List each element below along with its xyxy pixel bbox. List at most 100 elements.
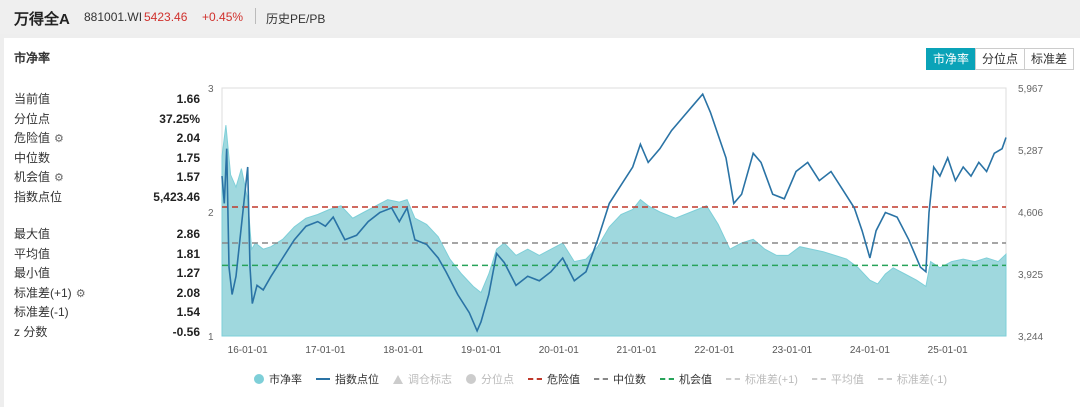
stat-row-opportunity: 机会值 ⚙ 1.57 <box>14 168 200 188</box>
gear-icon[interactable]: ⚙ <box>75 287 86 300</box>
index-price: 5423.46 <box>144 10 188 24</box>
stat-label: 平均值 <box>14 246 51 261</box>
top-bar: 万得全A 881001.WI 5423.46 +0.45% 历史PE/PB <box>0 0 1080 34</box>
stat-row-max: 最大值 2.86 <box>14 225 200 245</box>
series-area-pb <box>221 125 1007 337</box>
x-tick-label: 24-01-01 <box>850 345 890 356</box>
index-change: +0.45% <box>202 10 244 24</box>
legend-item[interactable]: 机会值 <box>660 371 712 387</box>
legend-dash-icon <box>528 378 542 380</box>
y-left-tick-label: 1 <box>208 332 214 343</box>
legend-item[interactable]: 危险值 <box>528 371 580 387</box>
stat-row-std-plus: 标准差(+1) ⚙ 2.08 <box>14 284 200 304</box>
legend-label: 指数点位 <box>335 374 379 386</box>
legend-item[interactable]: 中位数 <box>594 371 646 387</box>
stat-value: -0.56 <box>172 324 200 339</box>
legend-item[interactable]: 分位点 <box>466 371 514 387</box>
stat-value: 2.04 <box>176 131 200 145</box>
stat-value: 37.25% <box>159 111 200 126</box>
legend-label: 调仓标志 <box>408 374 452 386</box>
stat-value: 1.27 <box>176 266 200 280</box>
x-tick-label: 19-01-01 <box>461 345 501 356</box>
stat-value: 1.57 <box>176 170 200 184</box>
legend-item[interactable]: 指数点位 <box>316 371 379 387</box>
stat-value: 1.54 <box>176 305 200 319</box>
legend-label: 危险值 <box>547 374 580 386</box>
x-tick-label: 23-01-01 <box>772 345 812 356</box>
legend-line-icon <box>316 378 330 380</box>
stat-label: 标准差(+1) ⚙ <box>14 284 86 305</box>
chart-legend: 市净率 指数点位 调仓标志 分位点 危险值 中位数 机会值 标准差(+1) 平均值 标准差(-1) <box>254 371 961 387</box>
stat-label: 标准差(-1) <box>14 305 69 319</box>
legend-dash-icon <box>726 378 740 380</box>
stat-row-zscore: z 分数 -0.56 <box>14 323 200 343</box>
stat-value: 2.86 <box>176 227 200 241</box>
y-right-tick-label: 4,606 <box>1018 208 1043 219</box>
x-tick-label: 25-01-01 <box>928 345 968 356</box>
tab-stddev[interactable]: 标准差 <box>1023 48 1074 70</box>
stat-label: 最小值 <box>14 266 51 280</box>
stat-label-text: 危险值 <box>14 131 51 145</box>
stat-row-current: 当前值 1.66 <box>14 90 200 110</box>
stat-label: 当前值 <box>14 92 51 106</box>
pb-chart[interactable]: 1 2 3 3,244 3,925 4,606 5,287 5,967 16-01-01 17-0… <box>4 38 1080 407</box>
gear-icon[interactable]: ⚙ <box>54 133 64 145</box>
stat-label-text: 标准差(+1) <box>14 285 72 300</box>
tab-percentile[interactable]: 分位点 <box>974 48 1025 70</box>
legend-label: 市净率 <box>269 374 302 386</box>
legend-label: 中位数 <box>613 374 646 386</box>
stat-value: 1.81 <box>176 246 200 261</box>
x-tick-label: 20-01-01 <box>539 345 579 356</box>
legend-item[interactable]: 调仓标志 <box>393 371 452 387</box>
legend-dash-icon <box>877 378 892 380</box>
stat-value: 1.66 <box>176 92 200 106</box>
tab-pb[interactable]: 市净率 <box>925 48 976 70</box>
stat-row-danger: 危险值 ⚙ 2.04 <box>14 129 200 149</box>
y-left-tick-label: 3 <box>208 84 214 95</box>
panel-title: 市净率 <box>14 51 51 65</box>
legend-item[interactable]: 平均值 <box>811 371 864 387</box>
legend-label: 平均值 <box>830 374 864 386</box>
legend-circle-icon <box>466 374 476 384</box>
legend-label: 标准差(+1) <box>745 374 798 386</box>
legend-triangle-icon <box>393 374 403 384</box>
stat-label-text: 机会值 <box>14 170 51 184</box>
stat-value: 2.08 <box>176 285 200 300</box>
stat-label: 中位数 <box>14 150 51 165</box>
stat-row-median: 中位数 1.75 <box>14 149 200 169</box>
stat-label: 机会值 ⚙ <box>14 168 64 189</box>
metric-tabs: 市净率 分位点 标准差 <box>925 48 1074 70</box>
legend-item[interactable]: 市净率 <box>254 371 302 387</box>
stat-row-percentile: 分位点 37.25% <box>14 110 200 130</box>
y-right-tick-label: 3,925 <box>1018 270 1043 281</box>
legend-item[interactable]: 标准差(+1) <box>726 371 798 387</box>
x-tick-label: 17-01-01 <box>305 345 345 356</box>
legend-label: 分位点 <box>481 374 514 386</box>
index-name: 万得全A <box>14 11 70 28</box>
divider <box>255 8 256 24</box>
x-tick-label: 18-01-01 <box>383 345 423 356</box>
stat-value: 5,423.46 <box>153 189 200 204</box>
legend-item[interactable]: 标准差(-1) <box>877 371 947 387</box>
chart-panel: 市净率 市净率 分位点 标准差 当前值 1.66 分位点 37.25% 危险值 ⚙ 2.… <box>4 38 1080 407</box>
legend-dash-icon <box>594 378 608 380</box>
y-right-tick-label: 3,244 <box>1018 332 1043 343</box>
stat-label: z 分数 <box>14 324 48 339</box>
index-code: 881001.WI <box>84 10 143 24</box>
gear-icon[interactable]: ⚙ <box>54 172 64 184</box>
stat-label: 分位点 <box>14 111 51 126</box>
legend-circle-icon <box>254 374 264 384</box>
stat-row-mean: 平均值 1.81 <box>14 245 200 265</box>
x-tick-label: 22-01-01 <box>694 345 734 356</box>
x-tick-label: 21-01-01 <box>617 345 657 356</box>
history-pe-pb-link[interactable]: 历史PE/PB <box>266 12 326 26</box>
legend-label: 标准差(-1) <box>896 374 947 386</box>
stats-panel: 当前值 1.66 分位点 37.25% 危险值 ⚙ 2.04 中位数 1.75 机会值 ⚙ 1… <box>14 90 200 342</box>
legend-dash-icon <box>811 378 826 380</box>
stat-row-index-level: 指数点位 5,423.46 <box>14 188 200 208</box>
y-right-tick-label: 5,967 <box>1018 84 1043 95</box>
stat-label: 最大值 <box>14 227 51 241</box>
stat-label: 指数点位 <box>14 189 63 204</box>
y-left-tick-label: 2 <box>208 208 214 219</box>
stat-row-min: 最小值 1.27 <box>14 264 200 284</box>
